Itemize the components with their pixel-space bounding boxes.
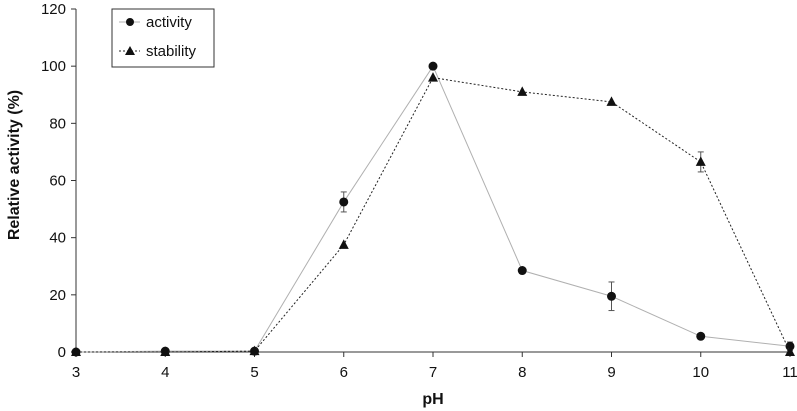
- x-tick-label: 5: [250, 364, 258, 381]
- data-point-activity: [785, 341, 795, 351]
- y-tick-label: 20: [49, 287, 66, 304]
- y-tick-label: 40: [49, 230, 66, 247]
- y-ticks: 0 20 40 60 80 100 120: [41, 1, 76, 361]
- data-point-stability: [785, 346, 795, 356]
- legend-activity-label: activity: [146, 14, 192, 31]
- x-tick-label: 9: [607, 364, 615, 381]
- y-tick-label: 0: [58, 344, 66, 361]
- data-point-stability: [71, 346, 81, 356]
- data-point-stability: [606, 96, 617, 106]
- data-point-activity: [428, 61, 438, 71]
- x-tick-label: 8: [518, 364, 526, 381]
- x-axis-title: pH: [422, 391, 443, 408]
- x-tick-label: 7: [429, 364, 437, 381]
- y-axis-title: Relative activity (%): [6, 90, 23, 240]
- data-point-activity: [339, 197, 349, 207]
- data-point-stability: [517, 86, 528, 96]
- x-tick-label: 6: [340, 364, 348, 381]
- data-point-stability: [160, 346, 171, 356]
- x-tick-label: 4: [161, 364, 169, 381]
- y-tick-label: 120: [41, 1, 66, 18]
- y-tick-label: 60: [49, 173, 66, 190]
- x-tick-label: 3: [72, 364, 80, 381]
- legend-stability-label: stability: [146, 43, 197, 60]
- series-layer: [71, 61, 795, 357]
- data-point-activity: [607, 291, 616, 301]
- data-point-activity: [696, 331, 706, 341]
- data-point-stability: [249, 345, 260, 356]
- data-point-stability: [695, 156, 706, 166]
- series-line-stability: [76, 77, 791, 353]
- legend: activity stability: [111, 8, 215, 68]
- x-ticks: 3 4 5 6 7 8 9 10 11: [72, 352, 797, 381]
- data-point-stability: [428, 72, 438, 82]
- y-tick-label: 100: [41, 58, 66, 75]
- data-point-activity: [517, 266, 527, 276]
- series-line-activity: [75, 65, 791, 353]
- x-tick-label: 10: [692, 364, 709, 381]
- x-tick-label: 11: [782, 364, 797, 381]
- y-tick-label: 80: [49, 115, 66, 132]
- legend-activity-marker: [126, 18, 134, 26]
- data-point-stability: [338, 239, 349, 249]
- legend-stability-marker: [125, 46, 135, 55]
